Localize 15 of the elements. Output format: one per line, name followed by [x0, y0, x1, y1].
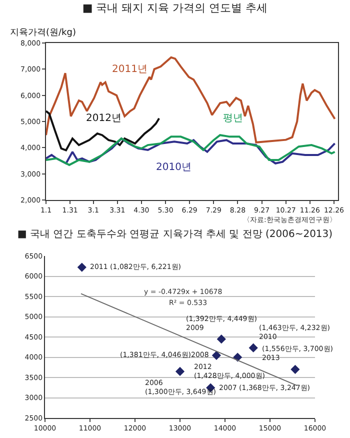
chart-title: ■ 국내 연간 도축두수와 연평균 지육가격 추세 및 전망 (2006~2013)	[17, 229, 333, 240]
series-label: 2012년	[86, 113, 122, 124]
series-label: 평년	[223, 113, 243, 124]
series-label: 2010년	[156, 162, 192, 173]
point	[248, 343, 258, 352]
y-axis-title: 지육가격(원/kg)	[10, 28, 76, 38]
point	[216, 334, 226, 344]
point	[77, 262, 86, 272]
line-series	[46, 56, 336, 144]
series-label: 2011년	[112, 64, 148, 75]
line-series	[46, 110, 160, 152]
point	[212, 350, 221, 360]
chart-title: ■ 국내 돼지 지육 가격의 연도별 추세	[82, 2, 268, 15]
point	[175, 366, 185, 376]
point	[290, 364, 300, 374]
